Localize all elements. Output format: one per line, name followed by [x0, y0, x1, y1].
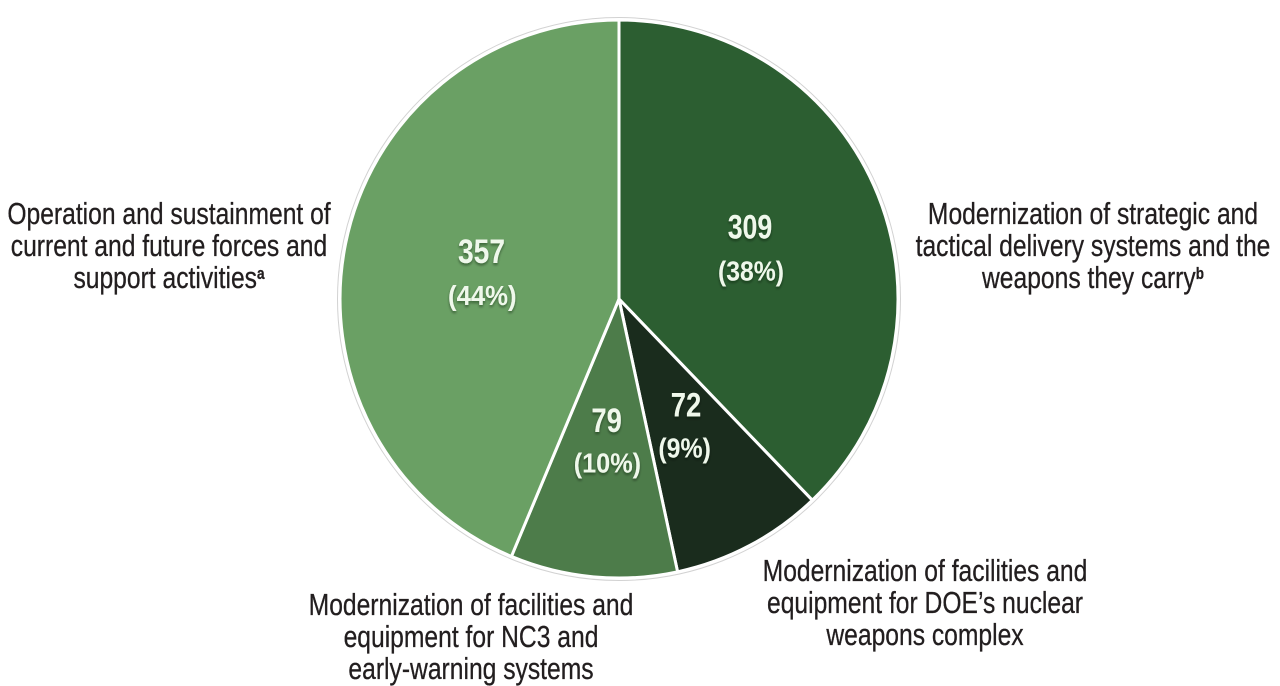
svg-text:72: 72: [671, 386, 702, 424]
svg-text:309: 309: [728, 209, 773, 247]
svg-text:(44%): (44%): [448, 280, 517, 311]
svg-text:(9%): (9%): [658, 433, 711, 464]
svg-text:(38%): (38%): [718, 256, 784, 287]
svg-text:(10%): (10%): [574, 448, 641, 479]
svg-text:357: 357: [458, 233, 505, 271]
svg-text:79: 79: [591, 402, 622, 440]
